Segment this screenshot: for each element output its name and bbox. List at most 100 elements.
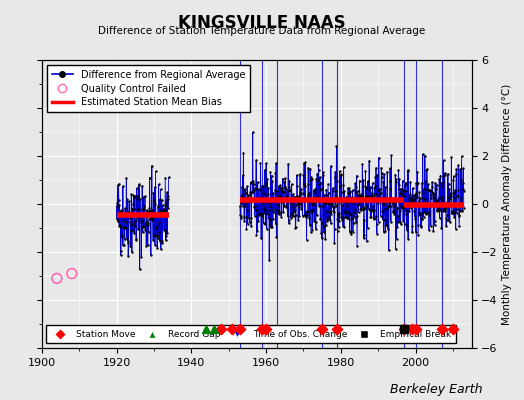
Point xyxy=(380,201,389,208)
Point xyxy=(456,208,465,214)
Point xyxy=(341,209,350,216)
Point xyxy=(149,214,157,220)
Point xyxy=(345,228,354,235)
Point xyxy=(422,166,431,173)
Point xyxy=(303,212,311,218)
Point xyxy=(120,224,128,230)
Point xyxy=(294,216,302,223)
Point xyxy=(280,184,289,190)
Point xyxy=(380,206,389,212)
Point xyxy=(296,200,304,207)
Point xyxy=(150,231,159,238)
Point xyxy=(357,191,366,198)
Point xyxy=(367,197,376,204)
Point xyxy=(435,202,444,208)
Point xyxy=(388,195,397,201)
Point xyxy=(300,212,309,219)
Point xyxy=(354,188,362,194)
Point xyxy=(210,326,218,332)
Point xyxy=(150,184,159,190)
Point xyxy=(128,221,137,227)
Point xyxy=(133,214,141,221)
Point xyxy=(339,182,347,188)
Point xyxy=(404,236,412,242)
Point xyxy=(450,173,458,179)
Point xyxy=(422,210,431,216)
Point xyxy=(248,189,257,196)
Point xyxy=(139,206,148,212)
Point xyxy=(132,216,140,223)
Point xyxy=(357,206,366,212)
Point xyxy=(449,326,457,332)
Point xyxy=(386,165,394,172)
Point xyxy=(238,172,247,179)
Point xyxy=(389,209,397,215)
Point xyxy=(352,183,360,190)
Point xyxy=(438,326,446,332)
Point xyxy=(127,222,135,228)
Point xyxy=(394,167,402,173)
Point xyxy=(303,192,312,199)
Point xyxy=(125,209,134,216)
Point xyxy=(308,227,316,234)
Point xyxy=(384,203,392,210)
Point xyxy=(116,222,124,229)
Point xyxy=(295,192,303,199)
Point xyxy=(453,193,462,200)
Point xyxy=(340,224,348,230)
Point xyxy=(241,186,249,192)
Point xyxy=(245,219,254,225)
Point xyxy=(301,213,310,219)
Point xyxy=(301,183,309,189)
Point xyxy=(355,201,363,208)
Point xyxy=(141,220,150,226)
Point xyxy=(442,204,450,210)
Point xyxy=(270,205,279,212)
Point xyxy=(447,193,455,200)
Point xyxy=(137,211,145,217)
Point xyxy=(136,211,145,218)
Point xyxy=(261,221,270,228)
Point xyxy=(366,194,374,200)
Point xyxy=(288,201,296,208)
Point xyxy=(118,206,126,213)
Point xyxy=(332,193,341,199)
Point xyxy=(311,196,319,203)
Point xyxy=(297,186,305,192)
Point xyxy=(151,241,159,248)
Point xyxy=(445,199,453,206)
Point xyxy=(373,221,381,227)
Point xyxy=(416,212,424,218)
Point xyxy=(454,186,462,193)
Point xyxy=(239,187,248,194)
Point xyxy=(416,212,424,218)
Point xyxy=(460,188,468,194)
Point xyxy=(262,180,270,186)
Point xyxy=(419,151,427,158)
Point xyxy=(364,192,373,199)
Point xyxy=(376,194,385,201)
Point xyxy=(261,191,269,198)
Point xyxy=(325,213,333,219)
Point xyxy=(249,188,257,194)
Point xyxy=(268,178,277,184)
Point xyxy=(286,187,294,194)
Point xyxy=(288,181,296,187)
Point xyxy=(394,218,402,225)
Point xyxy=(257,187,265,193)
Point xyxy=(375,196,384,202)
Point xyxy=(397,205,406,212)
Point xyxy=(411,195,419,201)
Point xyxy=(459,165,467,172)
Point xyxy=(419,195,428,202)
Point xyxy=(147,212,156,218)
Point xyxy=(431,180,439,186)
Point xyxy=(412,180,420,186)
Point xyxy=(364,225,372,232)
Point xyxy=(278,188,286,194)
Point xyxy=(286,199,294,205)
Point xyxy=(360,216,368,223)
Point xyxy=(249,181,258,188)
Point xyxy=(292,211,300,218)
Point xyxy=(456,194,465,201)
